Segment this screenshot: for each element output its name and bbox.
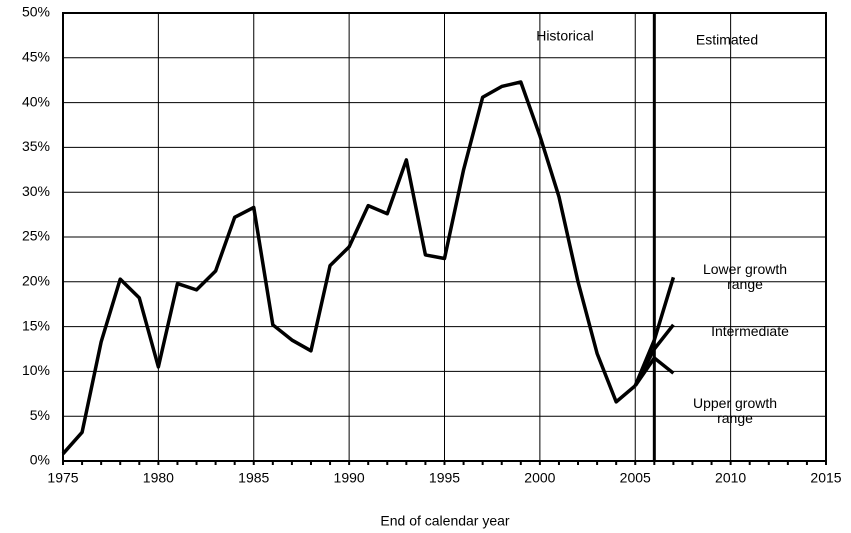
series-label: Upper growth range bbox=[692, 395, 778, 426]
annotation: Estimated bbox=[696, 32, 758, 48]
y-tick-label: 45% bbox=[22, 49, 50, 65]
x-tick-label: 1975 bbox=[47, 470, 78, 486]
y-tick-label: 40% bbox=[22, 93, 50, 109]
x-axis-label: End of calendar year bbox=[380, 513, 510, 529]
y-tick-label: 15% bbox=[22, 317, 50, 333]
y-tick-label: 30% bbox=[22, 183, 50, 199]
y-tick-label: 5% bbox=[30, 407, 50, 423]
x-tick-label: 2010 bbox=[715, 470, 746, 486]
x-tick-label: 1985 bbox=[238, 470, 269, 486]
x-tick-label: 1990 bbox=[334, 470, 365, 486]
x-tick-label: 1995 bbox=[429, 470, 460, 486]
y-tick-label: 10% bbox=[22, 362, 50, 378]
x-tick-label: 2015 bbox=[810, 470, 841, 486]
x-tick-label: 2000 bbox=[524, 470, 555, 486]
y-tick-label: 25% bbox=[22, 228, 50, 244]
series-line bbox=[633, 356, 675, 387]
annotation: Historical bbox=[536, 28, 594, 44]
series-label: Lower growth range bbox=[702, 261, 788, 292]
x-tick-label: 2005 bbox=[620, 470, 651, 486]
series-label: Intermediate bbox=[711, 323, 789, 339]
y-tick-label: 50% bbox=[22, 4, 50, 20]
y-tick-label: 0% bbox=[30, 452, 50, 468]
y-tick-label: 20% bbox=[22, 273, 50, 289]
plot-frame bbox=[62, 12, 827, 462]
x-tick-label: 1980 bbox=[143, 470, 174, 486]
y-tick-label: 35% bbox=[22, 138, 50, 154]
series-line bbox=[61, 80, 637, 455]
